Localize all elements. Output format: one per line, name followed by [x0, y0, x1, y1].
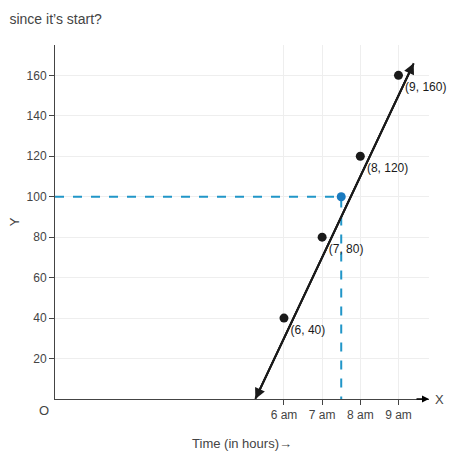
svg-text:Time (in hours)→: Time (in hours)→ — [192, 436, 292, 451]
svg-text:Y: Y — [7, 217, 22, 226]
svg-text:20: 20 — [33, 352, 47, 366]
svg-text:160: 160 — [27, 69, 47, 83]
svg-text:O: O — [39, 403, 49, 418]
svg-text:120: 120 — [27, 149, 47, 163]
svg-text:(8, 120): (8, 120) — [367, 161, 408, 175]
svg-text:100: 100 — [27, 190, 47, 204]
svg-text:80: 80 — [33, 230, 47, 244]
svg-text:(7, 80): (7, 80) — [329, 242, 364, 256]
svg-text:140: 140 — [27, 109, 47, 123]
svg-text:6 am: 6 am — [271, 408, 298, 422]
svg-text:(6, 40): (6, 40) — [291, 323, 326, 337]
svg-text:X: X — [435, 392, 444, 407]
svg-text:9 am: 9 am — [385, 408, 412, 422]
svg-text:since it’s start?: since it’s start? — [9, 11, 102, 27]
svg-text:8 am: 8 am — [347, 408, 374, 422]
svg-text:40: 40 — [33, 311, 47, 325]
svg-text:7 am: 7 am — [309, 408, 336, 422]
svg-text:60: 60 — [33, 271, 47, 285]
svg-text:(9, 160): (9, 160) — [405, 80, 446, 94]
